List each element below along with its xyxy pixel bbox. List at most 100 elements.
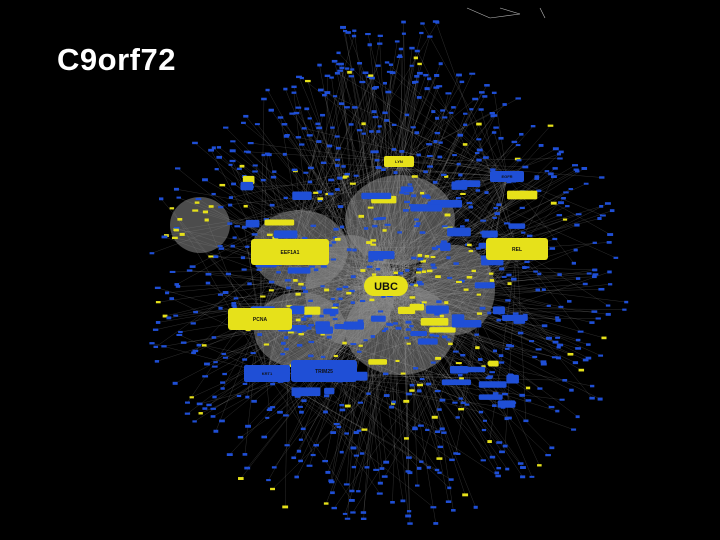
network-node (218, 306, 223, 310)
network-node (315, 122, 321, 126)
network-edge (398, 98, 476, 162)
network-node (573, 248, 578, 252)
network-node (405, 328, 412, 331)
network-edge (506, 176, 611, 235)
network-node (222, 372, 227, 376)
network-node (372, 224, 378, 228)
network-node (456, 452, 461, 455)
network-node (226, 453, 233, 456)
highlighted-node (420, 259, 426, 263)
network-node (459, 80, 465, 84)
highlighted-node (421, 301, 427, 304)
highlighted-node (171, 236, 178, 240)
network-node (284, 444, 290, 447)
network-node (247, 142, 254, 145)
highlighted-node (406, 342, 411, 345)
network-node (223, 126, 229, 129)
network-node (154, 360, 160, 363)
network-node (218, 206, 224, 209)
network-node (283, 87, 288, 91)
network-node (502, 392, 508, 396)
network-node (541, 324, 548, 328)
network-node (356, 490, 361, 493)
network-node (333, 227, 339, 231)
network-node (304, 107, 310, 111)
network-node (337, 69, 343, 72)
highlighted-node (346, 291, 352, 295)
network-node (240, 256, 246, 260)
network-node (337, 176, 343, 180)
network-node (344, 517, 351, 520)
network-node (419, 231, 426, 234)
network-node (586, 272, 592, 275)
network-node (435, 21, 440, 24)
network-edge (362, 218, 600, 280)
network-node (283, 336, 289, 340)
network-node (382, 111, 388, 115)
network-node (563, 191, 569, 194)
network-node (265, 88, 270, 92)
network-node (613, 256, 619, 259)
network-node (309, 265, 316, 268)
network-node (405, 470, 411, 473)
highlighted-node (361, 428, 368, 431)
network-node (230, 244, 235, 248)
network-node (210, 415, 216, 418)
network-node (342, 285, 349, 289)
network-node (336, 287, 343, 291)
highlighted-node (208, 255, 214, 258)
network-node (368, 259, 374, 262)
network-node (498, 136, 504, 140)
network-node (476, 247, 481, 250)
network-node (416, 267, 423, 271)
network-node (590, 384, 595, 388)
highlighted-node (525, 386, 531, 390)
highlighted-node (537, 464, 542, 467)
network-node (271, 466, 277, 469)
network-node (294, 395, 301, 398)
highlighted-node (368, 74, 374, 77)
network-node (442, 335, 448, 339)
network-node (297, 405, 303, 408)
network-node (336, 51, 341, 55)
network-node (521, 231, 526, 234)
network-node (331, 59, 338, 63)
highlighted-node (317, 197, 324, 201)
highlighted-node (295, 318, 301, 322)
network-node (189, 265, 196, 268)
network-node (350, 275, 356, 279)
network-node (571, 428, 577, 431)
network-node (476, 158, 482, 162)
network-node (591, 310, 598, 313)
network-node (575, 213, 582, 216)
network-node (280, 341, 286, 345)
network-node (427, 77, 432, 81)
network-node (263, 218, 270, 221)
network-node (284, 279, 291, 282)
network-node (316, 126, 323, 130)
network-node (404, 113, 410, 117)
network-node (433, 86, 440, 89)
network-node (592, 268, 597, 272)
network-node (192, 141, 198, 145)
network-node (297, 330, 302, 333)
network-node (268, 108, 274, 112)
network-node (350, 301, 355, 305)
network-node (555, 316, 560, 319)
network-node (420, 22, 425, 25)
network-node (556, 152, 561, 156)
network-edge (417, 50, 518, 250)
network-node (416, 466, 422, 470)
network-node (350, 511, 356, 514)
network-node (548, 172, 554, 176)
network-node (476, 148, 483, 152)
network-node (419, 377, 425, 381)
network-node (441, 173, 447, 176)
network-node (352, 29, 357, 32)
network-edge (250, 142, 400, 162)
network-node (436, 300, 442, 304)
network-edge (398, 75, 437, 162)
network-node (245, 395, 250, 399)
network-node (571, 261, 576, 265)
highlighted-node (578, 368, 585, 372)
